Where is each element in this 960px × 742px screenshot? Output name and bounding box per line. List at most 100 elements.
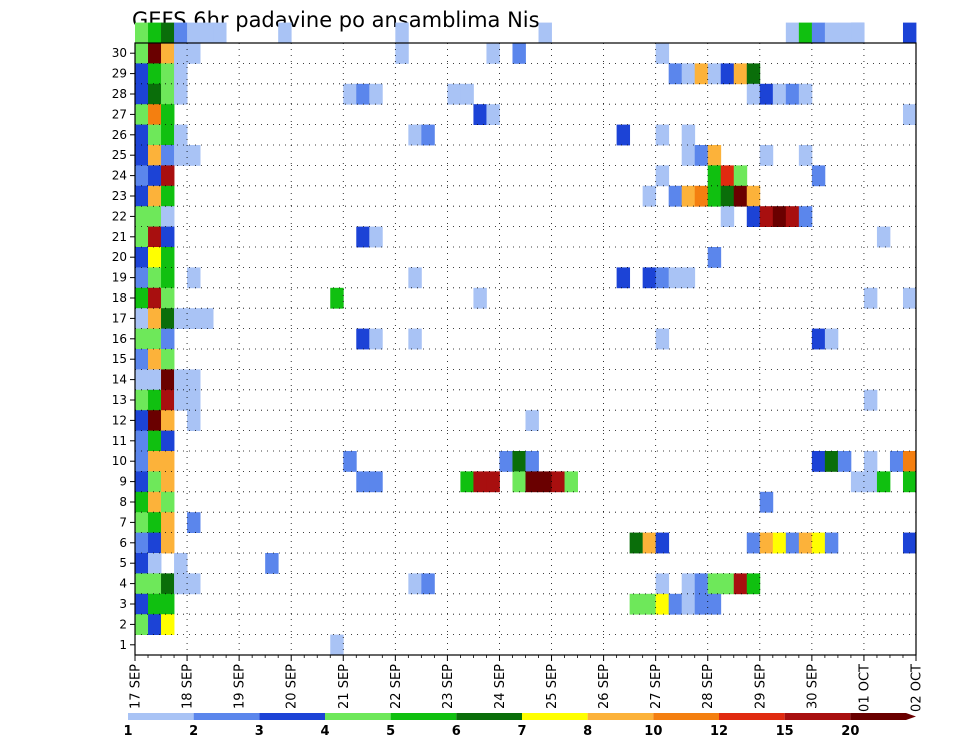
heatmap-cell — [135, 349, 149, 370]
heatmap-cell — [161, 349, 175, 370]
heatmap-cell — [265, 553, 279, 574]
heatmap-cell — [707, 165, 722, 187]
heatmap-cell — [161, 63, 175, 85]
heatmap-cell — [356, 471, 370, 493]
heatmap-cell — [720, 165, 735, 187]
heatmap-cell — [642, 593, 657, 615]
heatmap-cell — [798, 22, 813, 44]
heatmap-cell — [200, 308, 214, 329]
heatmap-cell — [174, 553, 188, 574]
heatmap-cell — [330, 287, 344, 309]
heatmap-cell — [525, 451, 539, 472]
colorbar-label: 3 — [255, 724, 264, 739]
heatmap-cell — [174, 389, 188, 411]
heatmap-cell — [187, 267, 201, 289]
heatmap-cell — [655, 267, 670, 289]
heatmap-cell — [148, 512, 162, 533]
heatmap-cell — [902, 287, 917, 309]
heatmap-cell — [174, 63, 188, 85]
heatmap-cell — [811, 165, 826, 187]
heatmap-cell — [486, 471, 500, 493]
heatmap-cell — [668, 63, 683, 85]
heatmap-cell — [187, 389, 201, 411]
heatmap-cell — [733, 165, 748, 187]
colorbar-swatch — [719, 713, 785, 720]
heatmap-cell — [148, 593, 162, 615]
heatmap-cell — [889, 451, 904, 472]
heatmap-cell — [174, 83, 188, 105]
heatmap-cell — [668, 593, 683, 615]
heatmap-cell — [681, 63, 696, 85]
heatmap-cell — [161, 165, 175, 187]
heatmap-cell — [863, 451, 878, 472]
x-tick-label: 25 SEP — [545, 664, 560, 709]
heatmap-cell — [655, 573, 670, 595]
heatmap-cell — [746, 63, 761, 85]
heatmap-cell — [161, 369, 175, 391]
y-tick-label: 27 — [112, 107, 127, 121]
y-tick-label: 5 — [119, 556, 127, 570]
heatmap-cell — [681, 267, 696, 289]
heatmap-cell — [850, 22, 865, 44]
heatmap-cell — [655, 328, 670, 350]
heatmap-cell — [161, 573, 175, 595]
x-axis-ticks: 17 SEP 18 SEP 19 SEP 20 SEP 21 SEP 22 SEP 23 S… — [129, 655, 925, 712]
x-tick-label: 28 SEP — [701, 664, 716, 709]
heatmap-cell — [161, 104, 175, 125]
y-tick-label: 16 — [112, 332, 127, 346]
heatmap-cell — [616, 124, 631, 146]
heatmap-cell — [811, 532, 826, 554]
heatmap-cell — [161, 247, 175, 268]
heatmap-cell — [707, 185, 722, 207]
heatmap-cell — [161, 410, 175, 431]
x-tick-label: 30 SEP — [805, 664, 820, 709]
heatmap-cell — [369, 471, 383, 493]
heatmap-cell — [707, 145, 722, 166]
y-tick-label: 15 — [112, 352, 127, 366]
heatmap-cell — [408, 573, 422, 595]
heatmap-cell — [369, 83, 383, 105]
heatmap-cell — [343, 451, 357, 472]
heatmap-cell — [148, 614, 162, 635]
heatmap-cell — [148, 145, 162, 166]
heatmap-cell — [512, 451, 526, 472]
heatmap-cell — [148, 206, 162, 227]
heatmap-cell — [174, 124, 188, 146]
heatmap-cell — [161, 430, 175, 452]
heatmap-cell — [161, 328, 175, 350]
heatmap-cell — [356, 83, 370, 105]
heatmap-cell — [161, 491, 175, 513]
heatmap-cell — [187, 369, 201, 391]
heatmap-cell — [135, 593, 149, 615]
colorbar-label: 2 — [189, 724, 198, 739]
heatmap-cell — [681, 593, 696, 615]
colorbar-label: 5 — [386, 724, 395, 739]
y-tick-label: 10 — [112, 454, 127, 468]
heatmap-cell — [759, 145, 774, 166]
heatmap-cell — [902, 104, 917, 125]
heatmap-cell — [135, 83, 149, 105]
y-tick-label: 21 — [112, 230, 127, 244]
heatmap-cell — [733, 573, 748, 595]
x-tick-label: 02 OCT — [910, 664, 925, 712]
y-tick-label: 20 — [112, 250, 127, 264]
heatmap-cell — [707, 593, 722, 615]
heatmap-cell — [733, 185, 748, 207]
colorbar-swatch — [128, 713, 194, 720]
x-tick-label: 23 SEP — [441, 664, 456, 709]
heatmap-cell — [837, 451, 852, 472]
heatmap-cell — [148, 410, 162, 431]
colorbar-label: 10 — [644, 724, 662, 739]
heatmap-cell — [161, 43, 175, 64]
heatmap-cell — [343, 83, 357, 105]
heatmap-cell — [694, 593, 709, 615]
heatmap-cell — [408, 267, 422, 289]
y-tick-label: 7 — [119, 515, 127, 529]
y-tick-label: 19 — [112, 271, 127, 285]
heatmap-cell — [356, 226, 370, 248]
x-tick-label: 01 OCT — [857, 664, 872, 712]
heatmap-cell — [135, 553, 149, 574]
heatmap-cell — [824, 532, 839, 554]
heatmap-cell — [798, 145, 813, 166]
heatmap-cell — [161, 593, 175, 615]
